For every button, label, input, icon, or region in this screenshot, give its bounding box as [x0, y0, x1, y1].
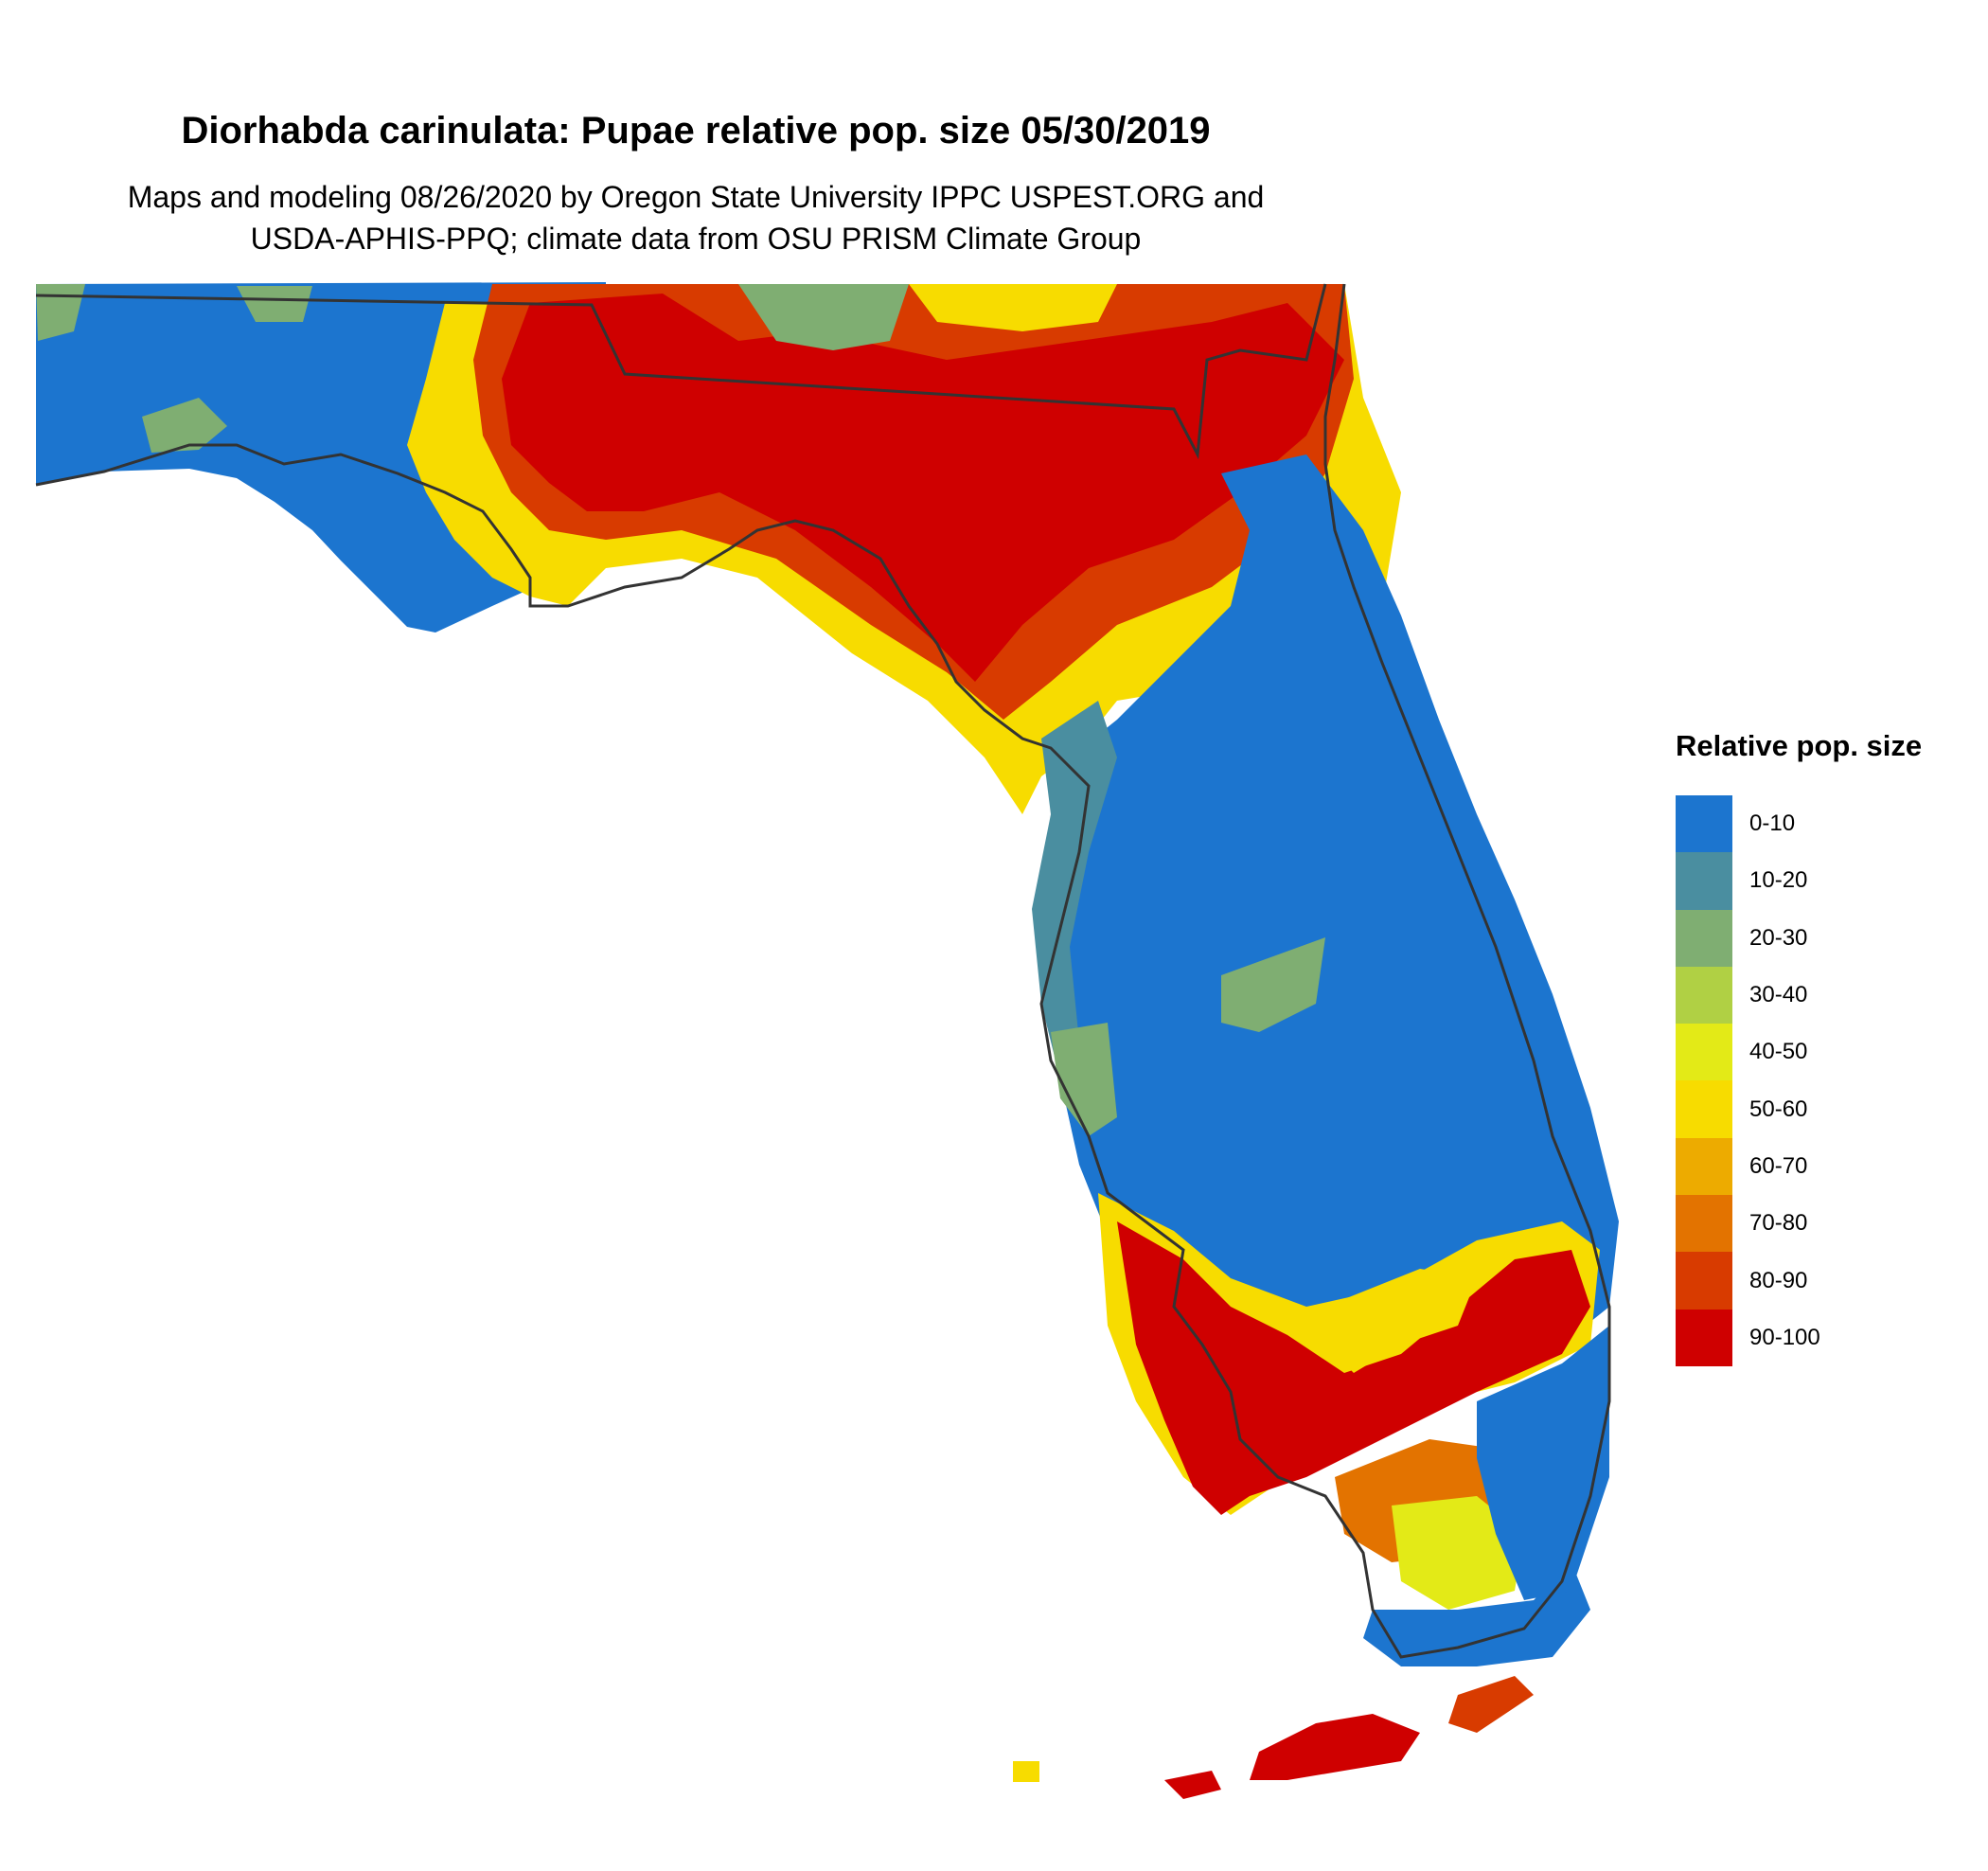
legend-items: 0-10 10-20 20-30 30-40 40-50 50-60 60-70 70-80 8… — [1676, 795, 1979, 1366]
legend-label: 40-50 — [1749, 1039, 1808, 1065]
legend-label: 0-10 — [1749, 811, 1796, 837]
region-keys-lower — [1164, 1771, 1221, 1799]
subtitle-line-2: USDA-APHIS-PPQ; climate data from OSU PR… — [250, 222, 1142, 256]
region-south-yellow-inner — [1325, 1269, 1477, 1373]
legend-item: 60-70 — [1676, 1137, 1979, 1196]
legend-item: 10-20 — [1676, 852, 1979, 910]
region-north-yellow-strip — [909, 284, 1117, 331]
legend-label: 60-70 — [1749, 1152, 1808, 1179]
legend-item: 0-10 — [1676, 795, 1979, 853]
legend-label: 20-30 — [1749, 924, 1808, 951]
region-central-green — [1221, 937, 1325, 1032]
region-panhandle-green-coast — [142, 398, 227, 453]
legend-swatch — [1676, 1137, 1732, 1196]
legend-title: Relative pop. size — [1676, 729, 1923, 762]
legend-swatch — [1676, 852, 1732, 910]
region-dry-tortugas — [1013, 1761, 1039, 1782]
legend-swatch — [1676, 966, 1732, 1025]
region-southeast-blue — [1477, 1326, 1609, 1600]
legend-swatch — [1676, 909, 1732, 967]
legend-item: 50-60 — [1676, 1080, 1979, 1138]
legend-swatch — [1676, 1080, 1732, 1138]
legend-item: 30-40 — [1676, 966, 1979, 1025]
region-north-red — [502, 294, 1344, 682]
region-keys-middle — [1250, 1714, 1420, 1780]
legend-swatch — [1676, 795, 1732, 853]
map-title: Diorhabda carinulata: Pupae relative pop… — [181, 110, 1211, 151]
legend-swatch — [1676, 1024, 1732, 1081]
legend-label: 50-60 — [1749, 1096, 1808, 1122]
region-keys-upper — [1448, 1676, 1534, 1733]
legend-swatch — [1676, 1252, 1732, 1310]
legend-item: 70-80 — [1676, 1195, 1979, 1253]
legend-swatch — [1676, 1195, 1732, 1253]
legend-label: 30-40 — [1749, 982, 1808, 1008]
legend-item: 40-50 — [1676, 1024, 1979, 1081]
legend-label: 80-90 — [1749, 1267, 1808, 1293]
legend-item: 80-90 — [1676, 1252, 1979, 1310]
legend-item: 90-100 — [1676, 1309, 1979, 1366]
region-tampa-green — [1051, 1023, 1117, 1136]
region-peninsula-teal-edge — [1032, 701, 1117, 1079]
legend-label: 10-20 — [1749, 867, 1808, 894]
region-north-green-patch — [738, 284, 909, 350]
subtitle-line-1: Maps and modeling 08/26/2020 by Oregon S… — [127, 180, 1265, 214]
region-panhandle-green — [36, 284, 85, 341]
legend-label: 90-100 — [1749, 1324, 1820, 1350]
map-subtitle: Maps and modeling 08/26/2020 by Oregon S… — [0, 176, 1392, 259]
legend: Relative pop. size 0-10 10-20 20-30 30-40 40… — [1676, 727, 1979, 1366]
region-south-red — [1117, 1221, 1590, 1515]
coastline-outline — [35, 283, 1611, 1659]
legend-swatch — [1676, 1309, 1732, 1366]
state-boundary-line — [35, 283, 1327, 460]
legend-label: 70-80 — [1749, 1210, 1808, 1237]
region-south-tip-blue — [1363, 1562, 1590, 1666]
legend-item: 20-30 — [1676, 909, 1979, 967]
region-panhandle-green-2 — [237, 286, 312, 322]
region-peninsula-blue — [1041, 454, 1619, 1401]
region-south-tip-yellow — [1392, 1496, 1524, 1610]
